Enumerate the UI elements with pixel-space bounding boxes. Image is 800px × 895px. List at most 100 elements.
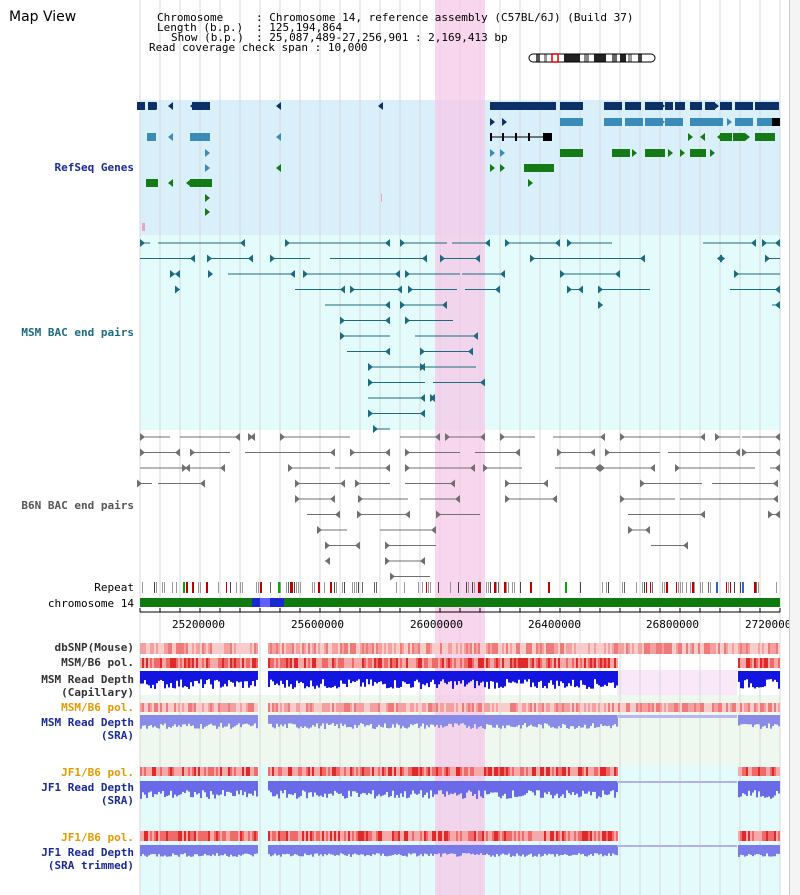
polymorphism-mark (142, 643, 144, 654)
polymorphism-mark (246, 643, 248, 654)
polymorphism-mark (346, 831, 348, 841)
polymorphism-mark (192, 831, 194, 841)
depth-mark (196, 671, 198, 681)
polymorphism-mark (152, 703, 154, 712)
depth-mark (294, 781, 296, 794)
track-label-chromosome[interactable]: chromosome 14 (47, 597, 134, 610)
track-label-refseq[interactable]: RefSeq Genes (54, 161, 134, 174)
polymorphism-mark (752, 643, 754, 654)
depth-mark (546, 715, 548, 724)
track-label-dbsnp[interactable]: dbSNP(Mouse) (54, 641, 134, 654)
depth-mark (502, 715, 504, 726)
polymorphism-mark (456, 703, 458, 712)
gene-arrow (660, 118, 665, 126)
polymorphism-mark (172, 643, 174, 654)
depth-mark (612, 715, 614, 726)
polymorphism-mark (446, 767, 448, 776)
polymorphism-mark (520, 703, 522, 712)
polymorphism-mark (590, 767, 592, 776)
polymorphism-mark (222, 643, 224, 654)
vertical-scrollbar[interactable] (789, 0, 800, 895)
depth-mark (482, 671, 484, 682)
track-label-msm-b6-pol-sra[interactable]: MSM/B6 pol. (61, 701, 134, 714)
depth-mark (440, 781, 442, 791)
polymorphism-mark (278, 643, 280, 654)
polymorphism-mark (670, 643, 672, 654)
depth-mark (582, 671, 584, 685)
depth-mark (482, 715, 484, 729)
depth-mark (148, 715, 150, 727)
depth-mark (440, 715, 442, 726)
polymorphism-mark (586, 643, 588, 654)
depth-mark (174, 715, 176, 725)
depth-mark (554, 671, 556, 689)
polymorphism-mark (476, 658, 478, 668)
track-label-msm-depth-capillary[interactable]: MSM Read Depth (Capillary) (41, 673, 134, 699)
depth-mark (508, 671, 510, 683)
gene-arrow (168, 102, 173, 110)
depth-mark (210, 845, 212, 857)
track-label-b6n-bac[interactable]: B6N BAC end pairs (21, 499, 134, 512)
depth-mark (220, 671, 222, 688)
polymorphism-mark (756, 767, 758, 776)
depth-mark (762, 671, 764, 688)
depth-mark (430, 845, 432, 854)
repeat-mark (664, 582, 665, 593)
depth-mark (340, 671, 342, 681)
depth-mark (382, 781, 384, 796)
polymorphism-mark (762, 658, 764, 668)
depth-mark (142, 845, 144, 855)
polymorphism-mark (404, 831, 406, 841)
depth-mark (570, 845, 572, 856)
depth-mark (306, 781, 308, 799)
polymorphism-mark (160, 658, 162, 668)
depth-mark (144, 845, 146, 856)
track-label-msm-b6-pol[interactable]: MSM/B6 pol. (61, 656, 134, 669)
polymorphism-mark (530, 831, 532, 841)
repeat-mark (154, 582, 155, 593)
selected-region-highlight[interactable] (435, 0, 485, 895)
polymorphism-mark (426, 703, 428, 712)
depth-mark (470, 671, 472, 682)
depth-mark (496, 845, 498, 855)
depth-mark (306, 845, 308, 856)
polymorphism-mark (674, 703, 676, 712)
polymorphism-mark (230, 643, 232, 654)
repeat-mark (480, 582, 481, 593)
depth-mark (570, 781, 572, 795)
polymorphism-mark (168, 767, 170, 776)
polymorphism-mark (204, 767, 206, 776)
track-label-jf1-depth-sra[interactable]: JF1 Read Depth (SRA) (41, 781, 134, 807)
track-label-repeat[interactable]: Repeat (94, 581, 134, 594)
depth-mark (168, 781, 170, 796)
polymorphism-mark (744, 767, 746, 776)
depth-mark (614, 845, 616, 855)
polymorphism-mark (326, 643, 328, 654)
depth-mark (418, 845, 420, 856)
depth-mark (322, 781, 324, 797)
track-label-jf1-b6-pol-trimmed[interactable]: JF1/B6 pol. (61, 831, 134, 844)
track-label-msm-depth-sra[interactable]: MSM Read Depth (SRA) (41, 716, 134, 742)
polymorphism-mark (174, 831, 176, 841)
polymorphism-mark (518, 831, 520, 841)
polymorphism-mark (278, 658, 280, 668)
polymorphism-mark (464, 658, 466, 668)
repeat-mark (474, 582, 475, 593)
polymorphism-mark (290, 703, 292, 712)
depth-mark (180, 781, 182, 795)
repeat-mark (296, 582, 297, 593)
track-label-msm-bac[interactable]: MSM BAC end pairs (21, 326, 134, 339)
depth-mark (310, 671, 312, 681)
depth-mark (194, 845, 196, 855)
polymorphism-mark (474, 767, 476, 776)
track-label-jf1-b6-pol[interactable]: JF1/B6 pol. (61, 766, 134, 779)
depth-mark (300, 845, 302, 857)
depth-mark (458, 671, 460, 682)
depth-mark (474, 671, 476, 689)
chromosome-ideogram[interactable] (528, 52, 658, 64)
depth-mark (760, 715, 762, 729)
polymorphism-mark (398, 658, 400, 668)
depth-mark (248, 845, 250, 855)
track-label-jf1-depth-sra-trimmed[interactable]: JF1 Read Depth (SRA trimmed) (41, 846, 134, 872)
polymorphism-mark (244, 767, 246, 776)
